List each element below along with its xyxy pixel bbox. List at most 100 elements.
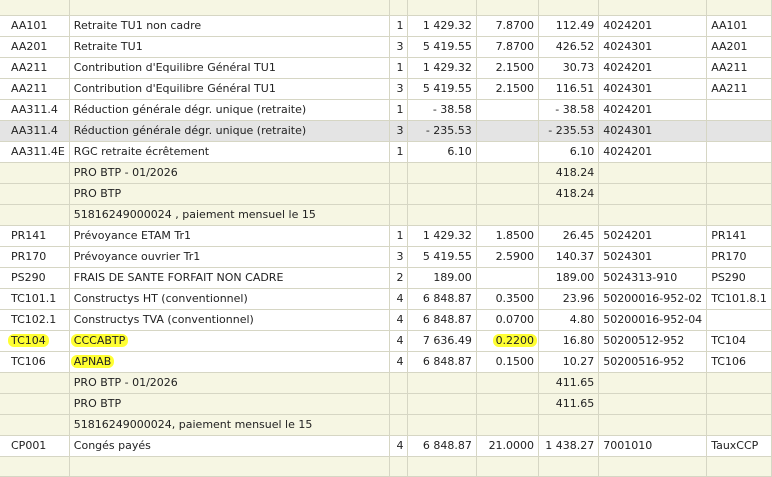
cell-column-number[interactable] bbox=[389, 372, 409, 394]
cell-amount[interactable]: 26.45 bbox=[538, 225, 600, 247]
cell-account[interactable] bbox=[598, 183, 708, 205]
cell-ref[interactable] bbox=[706, 393, 772, 415]
cell-code[interactable]: TC104 bbox=[0, 330, 70, 352]
cell-base[interactable] bbox=[407, 162, 477, 184]
cell-column-number[interactable]: 3 bbox=[389, 78, 409, 100]
cell-code[interactable]: AA211 bbox=[0, 57, 70, 79]
cell-column-number[interactable]: 4 bbox=[389, 330, 409, 352]
cell-column-number[interactable]: 1 bbox=[389, 225, 409, 247]
cell-rate[interactable]: 2.1500 bbox=[476, 78, 540, 100]
cell-amount[interactable]: 411.65 bbox=[538, 372, 600, 394]
cell-ref[interactable] bbox=[706, 309, 772, 331]
cell-rate[interactable]: 7.8700 bbox=[476, 36, 540, 58]
cell-code[interactable]: PR170 bbox=[0, 246, 70, 268]
cell-base[interactable]: 5 419.55 bbox=[407, 36, 477, 58]
cell-amount[interactable]: 4.80 bbox=[538, 309, 600, 331]
cell-rate[interactable]: 7.8700 bbox=[476, 15, 540, 37]
cell-amount[interactable]: 30.73 bbox=[538, 57, 600, 79]
cell-label[interactable]: Réduction générale dégr. unique (retrait… bbox=[69, 99, 391, 121]
cell-rate[interactable] bbox=[476, 0, 540, 16]
cell-code[interactable]: AA311.4E bbox=[0, 141, 70, 163]
cell-amount[interactable]: 140.37 bbox=[538, 246, 600, 268]
cell-code[interactable]: TC102.1 bbox=[0, 309, 70, 331]
cell-amount[interactable]: - 235.53 bbox=[538, 120, 600, 142]
cell-rate[interactable]: 2.5900 bbox=[476, 246, 540, 268]
cell-rate[interactable] bbox=[476, 183, 540, 205]
cell-account[interactable]: 7001010 bbox=[598, 435, 708, 457]
cell-ref[interactable]: TC104 bbox=[706, 330, 772, 352]
cell-amount[interactable]: 418.24 bbox=[538, 183, 600, 205]
cell-label[interactable]: CCCABTP bbox=[69, 330, 391, 352]
cell-label[interactable] bbox=[69, 456, 391, 477]
cell-label[interactable]: PRO BTP - 01/2026 bbox=[69, 162, 391, 184]
cell-code[interactable]: TC101.1 bbox=[0, 288, 70, 310]
cell-account[interactable]: 4024201 bbox=[598, 99, 708, 121]
cell-rate[interactable] bbox=[476, 267, 540, 289]
cell-amount[interactable]: 1 438.27 bbox=[538, 435, 600, 457]
cell-label[interactable]: Prévoyance ETAM Tr1 bbox=[69, 225, 391, 247]
table-row[interactable]: CP001 Congés payés 4 6 848.87 21.0000 1 438.2… bbox=[0, 435, 772, 457]
table-row[interactable]: PR141 Prévoyance ETAM Tr1 1 1 429.32 1.8500 2… bbox=[0, 225, 772, 247]
cell-amount[interactable]: 426.52 bbox=[538, 36, 600, 58]
cell-base[interactable]: 5 419.55 bbox=[407, 78, 477, 100]
cell-rate[interactable] bbox=[476, 141, 540, 163]
cell-ref[interactable] bbox=[706, 0, 772, 16]
cell-column-number[interactable]: 1 bbox=[389, 99, 409, 121]
cell-code[interactable] bbox=[0, 183, 70, 205]
cell-account[interactable]: 50200516-952 bbox=[598, 351, 708, 373]
cell-column-number[interactable] bbox=[389, 183, 409, 205]
cell-ref[interactable]: TC106 bbox=[706, 351, 772, 373]
cell-rate[interactable]: 0.2200 bbox=[476, 330, 540, 352]
cell-rate[interactable] bbox=[476, 120, 540, 142]
cell-account[interactable]: 50200016-952-02 bbox=[598, 288, 708, 310]
cell-label[interactable]: Prévoyance ouvrier Tr1 bbox=[69, 246, 391, 268]
cell-code[interactable]: PR141 bbox=[0, 225, 70, 247]
cell-ref[interactable]: TauxCCP bbox=[706, 435, 772, 457]
table-row[interactable]: TC102.1 Constructys TVA (conventionnel) 4 6… bbox=[0, 309, 772, 331]
cell-label[interactable]: Contribution d'Equilibre Général TU1 bbox=[69, 57, 391, 79]
cell-code[interactable]: CP001 bbox=[0, 435, 70, 457]
subtotal-row[interactable]: PRO BTP 411.65 bbox=[0, 393, 772, 415]
cell-code[interactable] bbox=[0, 204, 70, 226]
cell-code[interactable]: AA101 bbox=[0, 15, 70, 37]
cell-code[interactable] bbox=[0, 393, 70, 415]
cell-amount[interactable]: 23.96 bbox=[538, 288, 600, 310]
cell-account[interactable]: 50200512-952 bbox=[598, 330, 708, 352]
cell-label[interactable]: Congés payés bbox=[69, 435, 391, 457]
cell-column-number[interactable] bbox=[389, 0, 409, 16]
cell-label[interactable]: RGC retraite écrêtement bbox=[69, 141, 391, 163]
table-row[interactable]: AA211 Contribution d'Equilibre Général TU… bbox=[0, 78, 772, 100]
cell-base[interactable] bbox=[407, 414, 477, 436]
cell-code[interactable] bbox=[0, 162, 70, 184]
cell-code[interactable] bbox=[0, 456, 70, 477]
cell-rate[interactable]: 2.1500 bbox=[476, 57, 540, 79]
cell-amount[interactable]: 418.24 bbox=[538, 162, 600, 184]
cell-ref[interactable]: PR141 bbox=[706, 225, 772, 247]
table-row[interactable]: AA311.4 Réduction générale dégr. unique (… bbox=[0, 120, 772, 142]
cell-ref[interactable] bbox=[706, 456, 772, 477]
cell-amount[interactable]: 189.00 bbox=[538, 267, 600, 289]
subtotal-row[interactable] bbox=[0, 0, 772, 16]
table-row[interactable]: AA211 Contribution d'Equilibre Général TU… bbox=[0, 57, 772, 79]
cell-base[interactable]: 6.10 bbox=[407, 141, 477, 163]
cell-base[interactable]: 6 848.87 bbox=[407, 309, 477, 331]
cell-label[interactable]: Réduction générale dégr. unique (retrait… bbox=[69, 120, 391, 142]
cell-amount[interactable]: - 38.58 bbox=[538, 99, 600, 121]
cell-ref[interactable] bbox=[706, 162, 772, 184]
cell-account[interactable] bbox=[598, 0, 708, 16]
cell-code[interactable]: AA201 bbox=[0, 36, 70, 58]
cell-label[interactable]: Constructys HT (conventionnel) bbox=[69, 288, 391, 310]
subtotal-row[interactable]: 51816249000024 , paiement mensuel le 15 bbox=[0, 204, 772, 226]
cell-label[interactable]: PRO BTP - 01/2026 bbox=[69, 372, 391, 394]
cell-column-number[interactable] bbox=[389, 414, 409, 436]
cell-base[interactable] bbox=[407, 456, 477, 477]
cell-account[interactable] bbox=[598, 414, 708, 436]
cell-rate[interactable]: 0.3500 bbox=[476, 288, 540, 310]
cell-ref[interactable]: AA211 bbox=[706, 78, 772, 100]
cell-amount[interactable]: 16.80 bbox=[538, 330, 600, 352]
cell-code[interactable] bbox=[0, 372, 70, 394]
cell-rate[interactable] bbox=[476, 393, 540, 415]
cell-base[interactable]: 189.00 bbox=[407, 267, 477, 289]
cell-label[interactable]: PRO BTP bbox=[69, 183, 391, 205]
cell-ref[interactable] bbox=[706, 99, 772, 121]
